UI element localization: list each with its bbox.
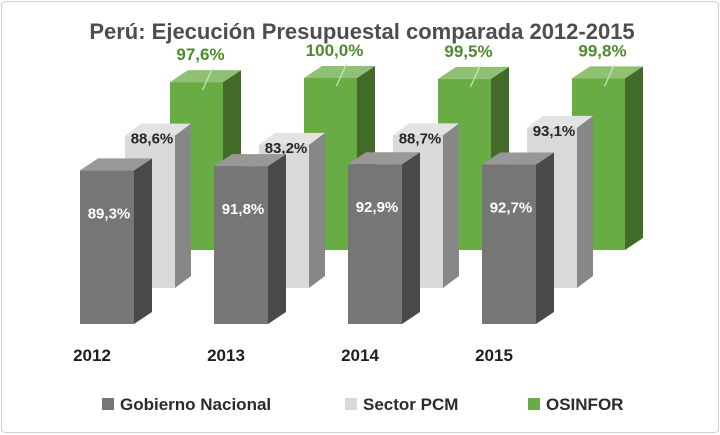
bar-front (482, 164, 536, 324)
data-label: 88,7% (399, 130, 442, 147)
bar-side (577, 115, 593, 288)
bar-side (536, 152, 554, 324)
bar-gobierno-nacional-2013: 91,8% (214, 154, 286, 324)
bar-gobierno-nacional-2014: 92,9% (348, 152, 420, 324)
bar-gobierno-nacional-2012: 89,3% (80, 158, 152, 324)
data-label: 100,0% (306, 41, 364, 60)
bar-side (443, 123, 459, 288)
bar-top (572, 66, 643, 79)
category-label: 2012 (73, 346, 111, 365)
legend-label: Sector PCM (363, 395, 458, 414)
bar-top (482, 152, 554, 165)
legend-item-osinfor: OSINFOR (528, 395, 623, 414)
bar-top (80, 158, 152, 171)
bar-top (393, 123, 459, 136)
bar-top (170, 70, 241, 83)
bar-top (259, 132, 325, 145)
bars-layer: 97,6% 100,0% 99,5% 99,8% 88,6% 83,2% 88,7% 93,1… (80, 41, 643, 324)
leader-line (201, 67, 214, 91)
legend-swatch (345, 398, 357, 410)
bar-top (214, 154, 286, 167)
data-label: 92,7% (490, 200, 533, 217)
chart-title: Perú: Ejecución Presupuestal comparada 2… (89, 19, 634, 44)
bar-side (175, 123, 191, 288)
data-label: 91,8% (222, 201, 265, 218)
data-label: 83,2% (265, 140, 308, 157)
data-label: 92,9% (356, 199, 399, 216)
category-label: 2015 (475, 346, 513, 365)
bar-gobierno-nacional-2015: 92,7% (482, 152, 554, 324)
bar-top (348, 152, 420, 165)
bar-front (348, 164, 402, 324)
category-labels: 2012 2013 2014 2015 (73, 346, 513, 365)
bar-front (80, 170, 134, 324)
category-label: 2014 (341, 346, 379, 365)
legend-label: OSINFOR (546, 395, 623, 414)
data-label: 99,8% (578, 41, 626, 60)
leader-line (603, 64, 616, 87)
legend-item-gobierno-nacional: Gobierno Nacional (102, 395, 271, 414)
legend-swatch (102, 398, 114, 410)
bar-top (304, 66, 375, 78)
bar-front (214, 166, 268, 324)
legend: Gobierno Nacional Sector PCM OSINFOR (102, 395, 623, 414)
data-label: 99,5% (444, 42, 492, 61)
data-label: 88,6% (131, 131, 174, 148)
bar-side (268, 154, 286, 324)
bar-top (527, 115, 593, 128)
bar-side (625, 66, 643, 251)
data-label: 89,3% (88, 205, 131, 222)
bar-side (402, 152, 420, 324)
category-label: 2013 (207, 346, 245, 365)
leader-line (469, 64, 482, 88)
data-label: 93,1% (533, 123, 576, 140)
leader-line (335, 63, 348, 87)
legend-swatch (528, 398, 540, 410)
legend-label: Gobierno Nacional (120, 395, 271, 414)
bar-side (309, 132, 325, 288)
bar-top (438, 66, 509, 79)
legend-item-sector-pcm: Sector PCM (345, 395, 458, 414)
data-label: 97,6% (176, 45, 224, 64)
bar-top (125, 123, 191, 136)
bar-side (134, 158, 152, 324)
